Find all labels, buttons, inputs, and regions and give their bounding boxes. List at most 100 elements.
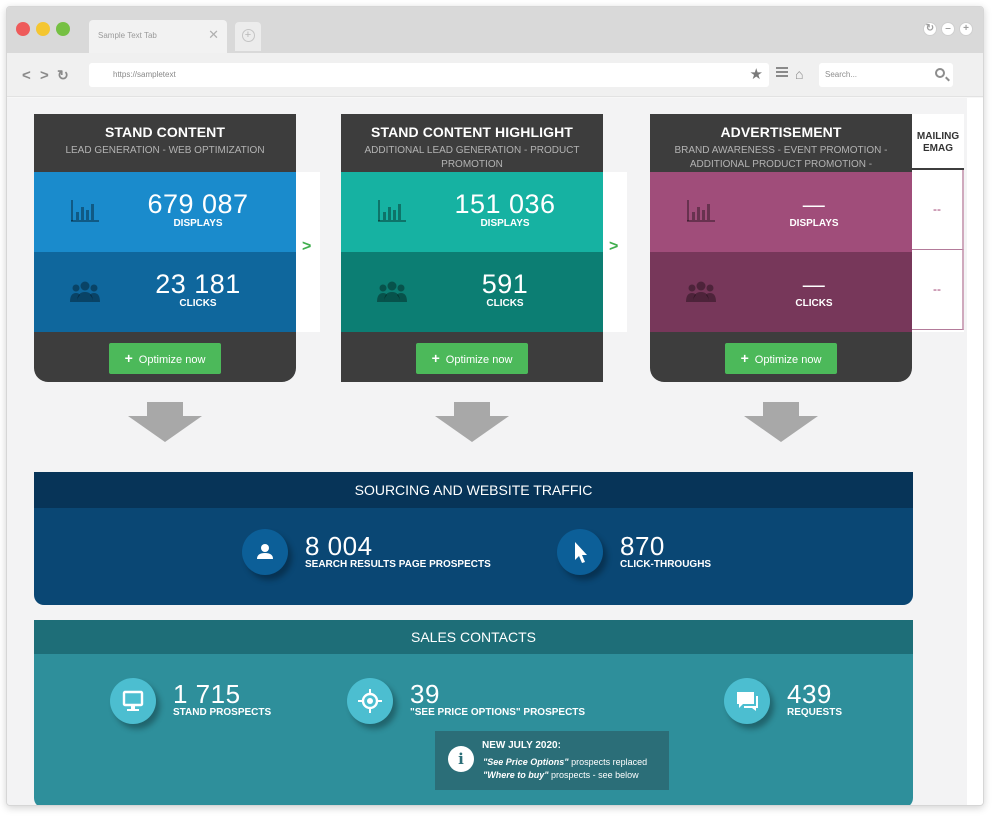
reload-icon[interactable]: ↻ [57, 67, 69, 83]
divider [260, 805, 520, 806]
card-stand-content-highlight: STAND CONTENT HIGHLIGHT ADDITIONAL LEAD … [341, 114, 603, 382]
notice-line-2: "Where to buy" prospects - see below [483, 770, 639, 780]
displays-label: DISPLAYS [789, 218, 839, 229]
metric-value: 439 [787, 679, 832, 709]
metric-value: 39 [410, 679, 440, 709]
tab-bar: Sample Text Tab ✕ + ↻ – + [7, 7, 983, 53]
clicks-label: CLICKS [486, 298, 524, 309]
card-title: ADVERTISEMENT [720, 124, 842, 140]
url-field[interactable]: https://sampletext ★ [89, 63, 769, 87]
clicks-value: 23 181 [155, 269, 241, 299]
card-footer: + Optimize now [650, 332, 912, 382]
restore-icon[interactable]: ↻ [923, 22, 937, 36]
info-notice: i NEW JULY 2020: "See Price Options" pro… [435, 731, 669, 790]
plus-icon: + [241, 29, 255, 42]
notice-emphasis: "Where to buy" [483, 770, 549, 780]
minimize-icon[interactable]: – [941, 22, 955, 36]
window-controls: ↻ – + [923, 22, 973, 36]
card-title-line2: EMAG [923, 143, 953, 154]
clicks-value: — [802, 272, 826, 297]
browser-tab[interactable]: Sample Text Tab ✕ [89, 20, 227, 53]
back-icon[interactable]: < [22, 67, 31, 84]
target-icon [347, 678, 393, 724]
down-arrow-icon [128, 402, 202, 442]
chat-icon [724, 678, 770, 724]
users-icon [377, 280, 407, 309]
card-header: ADVERTISEMENT BRAND AWARENESS - EVENT PR… [650, 114, 912, 184]
card-subtitle: LEAD GENERATION - WEB OPTIMIZATION [65, 145, 265, 156]
card-footer: + Optimize now [341, 332, 603, 382]
displays-value: — [802, 192, 826, 217]
new-tab-button[interactable]: + [235, 22, 261, 51]
displays-row: 679 087 DISPLAYS [34, 172, 296, 252]
section-title: SOURCING AND WEBSITE TRAFFIC [34, 472, 913, 508]
sales-contacts-panel: SALES CONTACTS 1 715 STAND PROSPECTS 39 … [34, 620, 913, 805]
displays-value: 151 036 [454, 189, 556, 219]
home-icon[interactable]: ⌂ [795, 66, 804, 82]
bar-chart-icon [686, 200, 716, 227]
notice-text: prospects - see below [548, 770, 639, 780]
bar-chart-icon [377, 200, 407, 227]
card-header: STAND CONTENT HIGHLIGHT ADDITIONAL LEAD … [341, 114, 603, 172]
optimize-label: Optimize now [138, 354, 206, 366]
displays-value: 679 087 [147, 189, 249, 219]
search-placeholder: Search... [825, 70, 858, 79]
card-title: STAND CONTENT [104, 124, 226, 140]
displays-row: 151 036 DISPLAYS [341, 172, 603, 252]
clicks-label: CLICKS [795, 298, 833, 309]
tab-label: Sample Text Tab [98, 31, 157, 40]
plus-icon: + [740, 350, 749, 366]
card-advertisement: ADVERTISEMENT BRAND AWARENESS - EVENT PR… [650, 114, 912, 382]
metric-label: REQUESTS [787, 707, 843, 718]
close-window-button[interactable] [16, 22, 30, 36]
forward-icon[interactable]: > [40, 67, 49, 84]
users-icon [686, 280, 716, 309]
displays-row: — DISPLAYS [650, 172, 912, 252]
sourcing-traffic-panel: SOURCING AND WEBSITE TRAFFIC 8 004 SEARC… [34, 472, 913, 605]
metric-value: 8 004 [305, 531, 373, 561]
plus-icon: + [124, 350, 133, 366]
down-arrow-icon [435, 402, 509, 442]
add-icon[interactable]: + [959, 22, 973, 36]
url-text: https://sampletext [113, 70, 176, 79]
chevron-right-icon[interactable]: > [302, 238, 312, 255]
monitor-icon [110, 678, 156, 724]
card-stand-content: STAND CONTENT LEAD GENERATION - WEB OPTI… [34, 114, 296, 382]
menu-icon[interactable] [776, 67, 788, 77]
bookmark-star-icon[interactable]: ★ [749, 66, 763, 83]
bar-chart-icon [70, 200, 100, 227]
clicks-value: 591 [481, 269, 529, 299]
optimize-now-button[interactable]: + Optimize now [416, 343, 528, 374]
search-input[interactable]: Search... [819, 63, 953, 87]
notice-line-1: "See Price Options" prospects replaced [483, 757, 647, 767]
metric-value: 1 715 [173, 679, 241, 709]
address-bar-row: < > ↻ https://sampletext ★ ⌂ Search... [7, 53, 983, 97]
user-icon [242, 529, 288, 575]
next-arrow-strip: > [296, 172, 320, 332]
metric-label: CLICK-THROUGHS [620, 559, 712, 570]
displays-label: DISPLAYS [480, 218, 530, 229]
card-header: STAND CONTENT LEAD GENERATION - WEB OPTI… [34, 114, 296, 172]
displays-value: -- [912, 170, 964, 250]
card-subtitle: ADDITIONAL LEAD GENERATION - PRODUCT PRO… [364, 145, 580, 170]
users-icon [70, 280, 100, 309]
chevron-right-icon[interactable]: > [609, 238, 619, 255]
info-icon: i [448, 746, 474, 772]
scrollbar[interactable] [967, 98, 983, 805]
displays-label: DISPLAYS [173, 218, 223, 229]
clicks-row: 23 181 CLICKS [34, 252, 296, 332]
maximize-window-button[interactable] [56, 22, 70, 36]
notice-text: prospects replaced [568, 757, 648, 767]
card-title: MAILING EMAG [912, 114, 964, 170]
minimize-window-button[interactable] [36, 22, 50, 36]
plus-icon: + [431, 350, 440, 366]
cursor-icon [557, 529, 603, 575]
optimize-now-button[interactable]: + Optimize now [725, 343, 837, 374]
optimize-now-button[interactable]: + Optimize now [109, 343, 221, 374]
section-title: SALES CONTACTS [34, 620, 913, 654]
clicks-row: 591 CLICKS [341, 252, 603, 332]
card-footer: + Optimize now [34, 332, 296, 382]
card-title-line1: MAILING [916, 131, 960, 142]
search-icon[interactable] [935, 68, 945, 78]
tab-close-icon[interactable]: ✕ [208, 27, 219, 42]
